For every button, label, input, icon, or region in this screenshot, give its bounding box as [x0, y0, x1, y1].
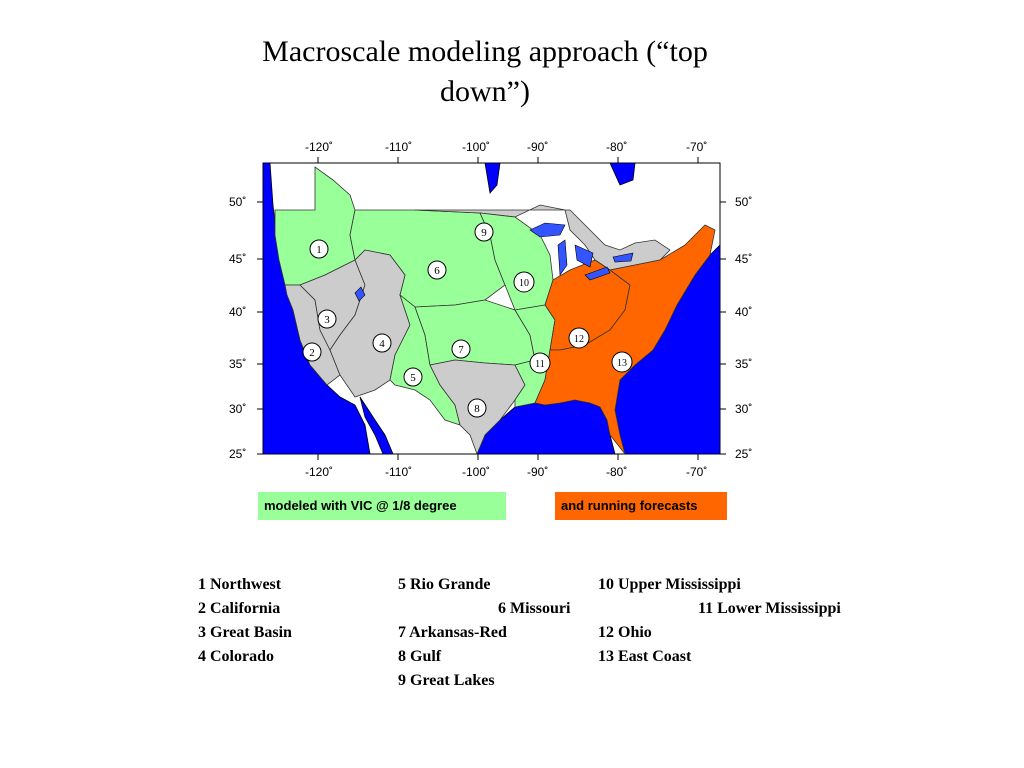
- lat-label-right-40: 40˚: [735, 305, 752, 319]
- svg-text:8: 8: [474, 403, 480, 415]
- lat-label-right-25: 25˚: [735, 447, 752, 461]
- lat-label-left-40: 40˚: [229, 305, 246, 319]
- lake-ontario: [612, 252, 634, 263]
- lat-label-left-25: 25˚: [229, 447, 246, 461]
- basin-list-col1: 1 Northwest 2 California 3 Great Basin 4…: [198, 573, 292, 669]
- lake-superior: [529, 222, 566, 238]
- svg-text:11: 11: [535, 359, 545, 370]
- basin-list-item: 4 Colorado: [198, 648, 274, 665]
- svg-text:7: 7: [458, 344, 464, 356]
- slide-title: Macroscale modeling approach (“top down”…: [200, 32, 770, 112]
- lon-label-bottom-90: -90˚: [527, 465, 548, 479]
- lat-label-right-50: 50˚: [735, 195, 752, 209]
- basin-list-item: 7 Arkansas-Red: [398, 624, 507, 641]
- svg-text:3: 3: [324, 314, 330, 326]
- basin-marker-1: 1: [309, 239, 329, 259]
- basin-list-item: 12 Ohio: [598, 624, 652, 641]
- basin-list-item: 11 Lower Mississippi: [698, 600, 841, 617]
- basin-marker-9: 9: [474, 222, 494, 242]
- basin-list-item: 3 Great Basin: [198, 624, 292, 641]
- basin-list-item: 6 Missouri: [498, 600, 571, 617]
- lon-label-bottom-70: -70˚: [686, 465, 707, 479]
- svg-text:9: 9: [481, 227, 487, 239]
- gulf-of-california: [359, 396, 394, 455]
- lon-label-bottom-110: -110˚: [385, 465, 412, 479]
- basin-colorado: [329, 249, 411, 398]
- great-salt-lake: [354, 286, 366, 302]
- basin-east-coast: [534, 224, 716, 455]
- lon-label-top-80: -80˚: [606, 140, 627, 154]
- svg-text:5: 5: [410, 372, 416, 384]
- basin-marker-4: 4: [372, 333, 392, 353]
- legend-forecasts: and running forecasts: [555, 492, 727, 520]
- basin-list-item: 10 Upper Mississippi: [598, 576, 741, 593]
- basin-marker-10: 10: [513, 271, 535, 293]
- lon-label-bottom-100: -100˚: [462, 465, 490, 479]
- us-basins-map: 1 2 3 4 5 6 7 8 9 10 11 12 13 -120˚ -110…: [229, 140, 752, 479]
- svg-text:2: 2: [309, 347, 315, 359]
- basin-marker-8: 8: [467, 398, 487, 418]
- basin-marker-2: 2: [302, 342, 322, 362]
- legend-modeled: modeled with VIC @ 1/8 degree: [258, 492, 506, 520]
- axis-ticks: [257, 157, 726, 460]
- basin-list-col2: 5 Rio Grande 6 Missouri 7 Arkansas-Red 8…: [398, 573, 570, 693]
- lake-michigan: [557, 239, 568, 276]
- lon-label-top-100: -100˚: [462, 140, 490, 154]
- svg-text:1: 1: [316, 244, 322, 256]
- basin-marker-7: 7: [451, 339, 471, 359]
- title-line-1: Macroscale modeling approach (“top: [262, 35, 708, 68]
- lat-label-right-30: 30˚: [735, 402, 752, 416]
- lon-label-top-120: -120˚: [305, 140, 333, 154]
- svg-text:4: 4: [379, 338, 385, 350]
- lon-label-top-90: -90˚: [527, 140, 548, 154]
- title-line-2: down”): [440, 75, 530, 108]
- svg-text:6: 6: [434, 265, 440, 277]
- basin-list-item: 9 Great Lakes: [398, 672, 495, 689]
- basin-list-item: 5 Rio Grande: [398, 576, 491, 593]
- lon-label-top-70: -70˚: [686, 140, 707, 154]
- lon-label-top-110: -110˚: [385, 140, 412, 154]
- lon-label-bottom-120: -120˚: [305, 465, 333, 479]
- basin-list-item: 13 East Coast: [598, 648, 692, 665]
- lake-winnipeg: [484, 162, 501, 194]
- basin-marker-13: 13: [611, 351, 633, 373]
- svg-text:13: 13: [617, 358, 627, 369]
- lat-label-left-30: 30˚: [229, 402, 246, 416]
- lake-erie: [584, 266, 611, 281]
- lat-label-left-50: 50˚: [229, 195, 246, 209]
- lat-label-left-45: 45˚: [229, 252, 246, 266]
- svg-text:12: 12: [574, 334, 584, 345]
- basin-marker-12: 12: [568, 327, 590, 349]
- basin-list-item: 8 Gulf: [398, 648, 442, 665]
- basin-list-item: 2 California: [198, 600, 281, 617]
- lon-label-bottom-80: -80˚: [606, 465, 627, 479]
- basin-marker-5: 5: [403, 367, 423, 387]
- svg-text:10: 10: [519, 278, 529, 289]
- basin-marker-6: 6: [427, 260, 447, 280]
- hudson-bay: [609, 162, 636, 186]
- lat-label-right-45: 45˚: [735, 252, 752, 266]
- basin-marker-3: 3: [317, 309, 337, 329]
- basin-list-item: 1 Northwest: [198, 576, 282, 593]
- lat-label-right-35: 35˚: [735, 357, 752, 371]
- basin-list-col3: 10 Upper Mississippi 11 Lower Mississipp…: [598, 573, 841, 669]
- lake-huron: [574, 244, 594, 268]
- basin-marker-11: 11: [529, 352, 551, 374]
- lat-label-left-35: 35˚: [229, 357, 246, 371]
